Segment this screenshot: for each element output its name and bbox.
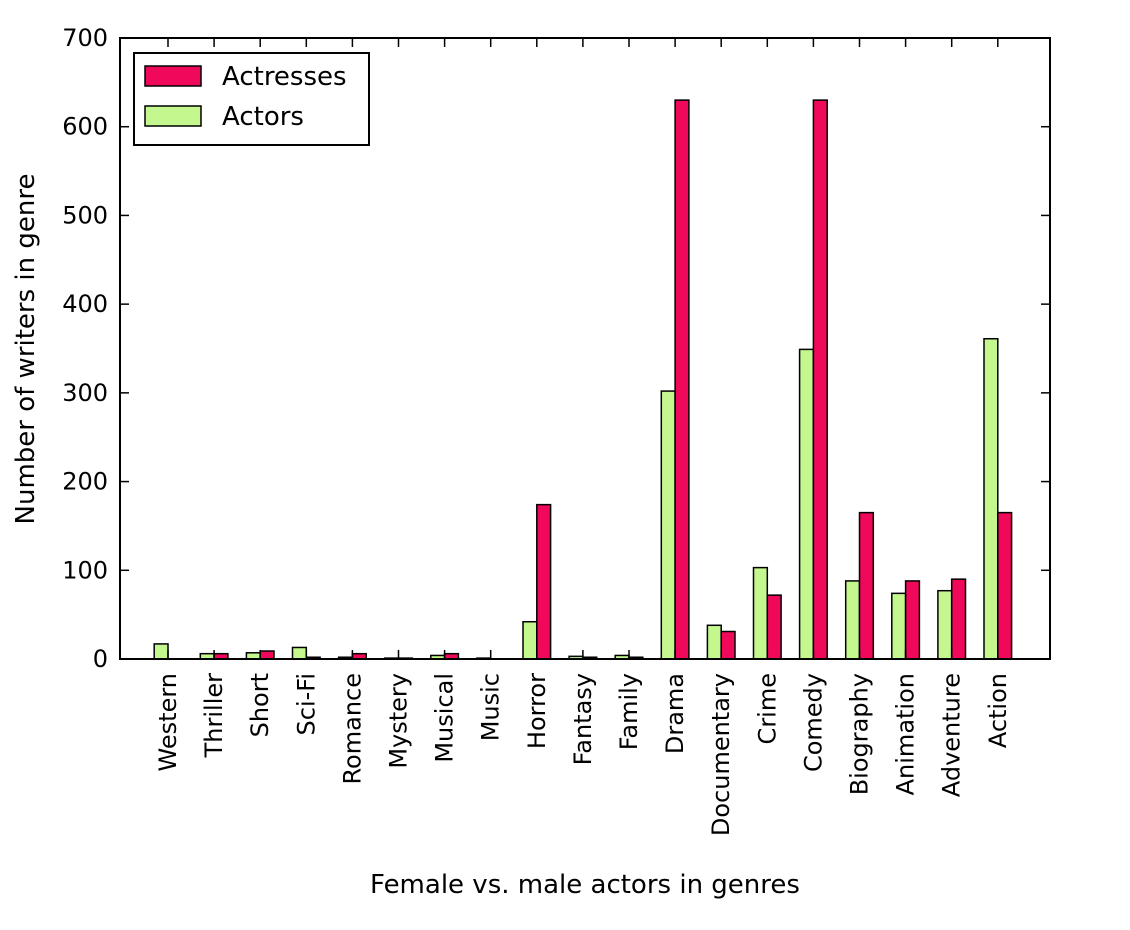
x-axis-title: Female vs. male actors in genres bbox=[370, 870, 800, 900]
x-tick-label-family: Family bbox=[615, 673, 643, 750]
y-tick-label-300: 300 bbox=[62, 379, 108, 407]
plot-frame bbox=[119, 37, 1051, 660]
bar-actresses-documentary bbox=[720, 630, 736, 660]
x-tick-label-sci-fi: Sci-Fi bbox=[292, 673, 320, 735]
y-axis-title: Number of writers in genre bbox=[11, 174, 41, 525]
bar-actors-horror bbox=[522, 620, 538, 660]
y-tick-label-600: 600 bbox=[62, 113, 108, 141]
bar-actresses-adventure bbox=[950, 578, 967, 660]
x-tick-label-adventure: Adventure bbox=[938, 673, 966, 797]
x-tick-label-western: Western bbox=[154, 673, 182, 771]
bar-actresses-biography bbox=[858, 511, 875, 660]
x-tick-label-drama: Drama bbox=[661, 673, 689, 754]
y-tick-label-500: 500 bbox=[62, 201, 108, 229]
bar-actors-drama bbox=[660, 390, 676, 660]
bar-actresses-crime bbox=[766, 594, 782, 660]
y-tick-label-200: 200 bbox=[62, 468, 108, 496]
x-tick-label-music: Music bbox=[477, 673, 505, 741]
ticks-layer: 0 100 200 300 400 500 600 700 Western Thriller Sho… bbox=[62, 24, 1050, 836]
bar-actors-western bbox=[153, 643, 169, 660]
x-tick-label-romance: Romance bbox=[338, 673, 366, 785]
bar-actresses-animation bbox=[904, 580, 921, 660]
legend-label-actresses: Actresses bbox=[222, 62, 347, 92]
bar-actors-biography bbox=[844, 580, 861, 660]
legend-label-actors: Actors bbox=[222, 102, 304, 132]
bars-layer bbox=[153, 99, 1013, 660]
bar-actresses-action bbox=[997, 511, 1013, 660]
bar-actresses-comedy bbox=[812, 99, 828, 660]
bar-actors-comedy bbox=[798, 348, 815, 660]
x-tick-label-animation: Animation bbox=[892, 673, 920, 795]
bar-actors-sci-fi bbox=[291, 646, 308, 660]
x-tick-label-short: Short bbox=[246, 673, 274, 737]
y-tick-label-700: 700 bbox=[62, 24, 108, 52]
y-tick-label-400: 400 bbox=[62, 290, 108, 318]
x-tick-label-biography: Biography bbox=[846, 673, 874, 795]
x-tick-label-mystery: Mystery bbox=[385, 673, 413, 769]
x-tick-label-documentary: Documentary bbox=[707, 673, 735, 836]
legend-swatch-actresses bbox=[144, 65, 202, 87]
x-tick-label-musical: Musical bbox=[431, 673, 459, 763]
x-tick-label-fantasy: Fantasy bbox=[569, 673, 597, 765]
bar-actors-documentary bbox=[706, 624, 722, 660]
y-tick-label-0: 0 bbox=[93, 645, 108, 673]
bar-actresses-drama bbox=[674, 99, 690, 660]
x-tick-label-crime: Crime bbox=[753, 673, 781, 744]
bar-actors-action bbox=[983, 337, 999, 660]
bar-actors-crime bbox=[752, 566, 769, 660]
legend-swatch-actors bbox=[144, 105, 202, 127]
x-tick-label-comedy: Comedy bbox=[799, 673, 827, 772]
legend: Actresses Actors bbox=[133, 52, 370, 146]
bar-actors-animation bbox=[891, 592, 907, 660]
x-tick-label-thriller: Thriller bbox=[200, 673, 228, 759]
x-tick-label-horror: Horror bbox=[523, 673, 551, 749]
x-tick-label-action: Action bbox=[984, 673, 1012, 748]
y-tick-label-100: 100 bbox=[62, 556, 108, 584]
bar-actresses-short bbox=[259, 650, 275, 660]
bar-actresses-horror bbox=[536, 503, 552, 660]
bar-actors-adventure bbox=[937, 589, 953, 660]
